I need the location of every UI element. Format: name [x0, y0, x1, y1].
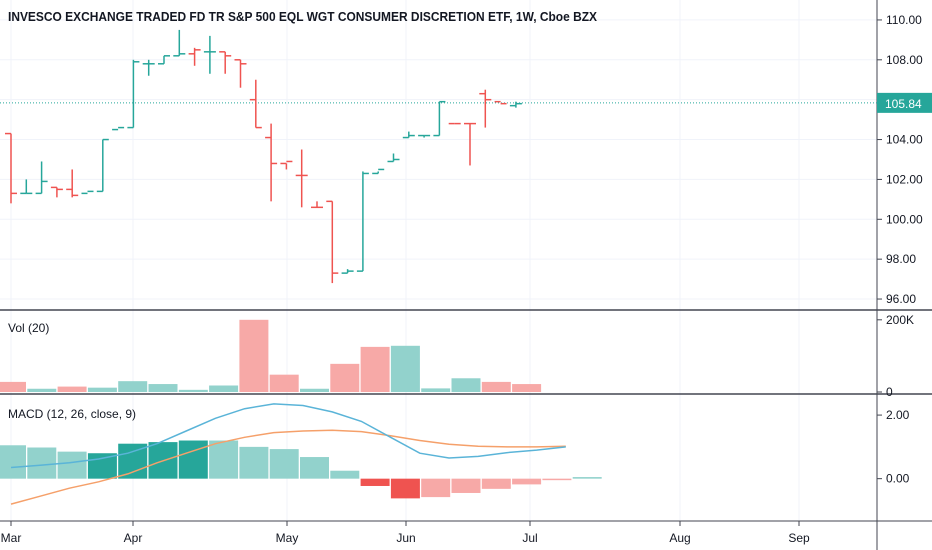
ohlc-bar: [311, 201, 323, 209]
volume-bar: [390, 345, 420, 392]
ohlc-bar: [418, 134, 431, 138]
time-axis-label: Jun: [396, 531, 415, 545]
ohlc-bar: [66, 169, 79, 198]
macd-axis-label: 2.00: [886, 408, 910, 422]
macd-signal-line: [10, 429, 566, 505]
macd-histogram-bar: [390, 478, 420, 499]
ohlc-bar: [158, 55, 170, 65]
volume-bar: [330, 363, 360, 392]
macd-histogram-bar: [572, 477, 602, 479]
ohlc-bar: [112, 126, 125, 131]
macd-histogram-bar: [209, 440, 239, 479]
ohlc-bar: [372, 168, 385, 175]
volume-bar: [57, 386, 87, 392]
volume-pane-label: Vol (20): [8, 321, 50, 335]
ohlc-bar: [509, 101, 522, 108]
price-axis-label: 104.00: [886, 133, 923, 147]
macd-histogram-bar: [57, 451, 87, 479]
ohlc-bar: [219, 51, 232, 74]
ohlc-bar: [249, 79, 262, 129]
ohlc-bar: [50, 186, 63, 198]
macd-pane-label: MACD (12, 26, close, 9): [8, 407, 137, 421]
ohlc-bar: [20, 179, 33, 195]
ohlc-bar: [494, 100, 507, 105]
ohlc-bar: [387, 153, 400, 163]
volume-bar: [512, 384, 542, 392]
macd-histogram-bar: [178, 440, 208, 479]
volume-bar: [269, 374, 299, 392]
macd-histogram-bar: [451, 478, 481, 493]
macd-histogram-bar: [239, 446, 269, 479]
macd-histogram-bar: [300, 457, 329, 479]
price-axis-label: 102.00: [886, 172, 923, 186]
volume-bar: [178, 389, 208, 392]
volume-bar: [451, 378, 481, 392]
volume-axis-label: 0: [886, 385, 893, 399]
volume-bar: [118, 381, 148, 392]
price-axis-label: 110.00: [886, 13, 922, 27]
volume-bar: [481, 381, 511, 392]
volume-bar: [148, 384, 178, 392]
time-axis-label: Apr: [124, 531, 143, 545]
ohlc-bar: [173, 29, 186, 57]
time-axis-label: Jul: [522, 531, 537, 545]
time-axis-label: Sep: [788, 531, 810, 545]
price-axis-label: 96.00: [886, 292, 916, 306]
price-axis-label: 98.00: [886, 252, 916, 266]
ohlc-bar: [35, 161, 48, 195]
time-axis-label: Mar: [1, 531, 22, 545]
volume-bar: [27, 388, 57, 392]
price-axis-label: 108.00: [886, 53, 923, 67]
macd-histogram-bar: [330, 470, 360, 479]
ohlc-bar: [295, 149, 308, 208]
macd-histogram-bar: [481, 478, 511, 489]
macd-histogram-bar: [421, 478, 451, 498]
chart-title: INVESCO EXCHANGE TRADED FD TR S&P 500 EQ…: [8, 9, 597, 24]
ohlc-bar: [5, 132, 17, 204]
ohlc-bar: [356, 171, 369, 272]
last-price-label: 105.84: [885, 97, 922, 111]
volume-bar: [421, 388, 451, 392]
ohlc-bar: [326, 200, 339, 284]
volume-bar: [360, 346, 390, 392]
ohlc-bar: [479, 89, 492, 128]
ohlc-bar: [341, 269, 354, 274]
ohlc-bar: [142, 59, 155, 76]
volume-bar: [239, 319, 269, 392]
ohlc-bar: [188, 47, 201, 66]
ohlc-bar: [433, 100, 446, 137]
ohlc-bar: [203, 35, 216, 74]
macd-histogram-bar: [542, 478, 572, 481]
price-axis-label: 100.00: [886, 212, 923, 226]
time-axis-label: Aug: [669, 531, 690, 545]
last-price-badge: [877, 92, 932, 113]
macd-histogram-bar: [0, 445, 26, 479]
macd-histogram-bar: [27, 447, 57, 479]
ohlc-bar: [81, 190, 94, 195]
volume-bar: [209, 385, 239, 392]
volume-bar: [300, 388, 329, 392]
ohlc-bar: [265, 123, 278, 202]
ohlc-bar: [234, 59, 247, 88]
ohlc-bar: [127, 59, 140, 129]
macd-histogram-bar: [512, 478, 542, 485]
ohlc-bar: [464, 122, 476, 166]
ohlc-bar: [96, 138, 109, 193]
volume-bar: [0, 381, 26, 392]
volume-bar: [87, 387, 117, 392]
macd-histogram-bar: [87, 453, 117, 479]
ohlc-bar: [280, 160, 293, 170]
macd-line: [10, 403, 566, 469]
macd-histogram-bar: [360, 478, 390, 486]
macd-histogram-bar: [269, 449, 299, 479]
time-axis-label: May: [276, 531, 299, 545]
ohlc-bar: [402, 131, 415, 139]
macd-axis-label: 0.00: [886, 472, 910, 486]
volume-axis-label: 200K: [886, 313, 914, 327]
